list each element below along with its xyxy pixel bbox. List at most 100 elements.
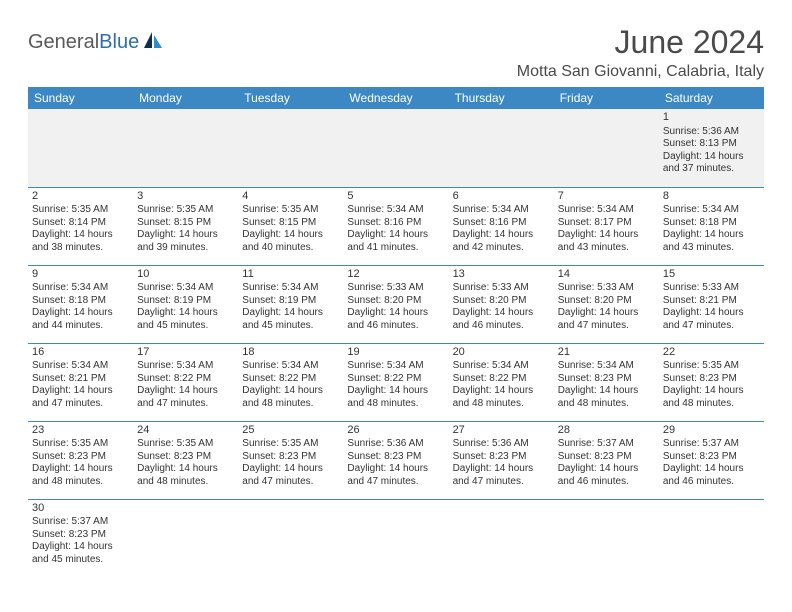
daylight-line: Daylight: 14 hours and 48 minutes. (137, 463, 234, 488)
calendar-day-cell: 12Sunrise: 5:33 AMSunset: 8:20 PMDayligh… (343, 265, 448, 343)
day-number: 15 (663, 268, 760, 282)
sunset-line: Sunset: 8:19 PM (242, 295, 339, 308)
calendar-day-cell: 30Sunrise: 5:37 AMSunset: 8:23 PMDayligh… (28, 499, 133, 577)
sunrise-line: Sunrise: 5:34 AM (347, 360, 444, 373)
sunset-line: Sunset: 8:16 PM (453, 217, 550, 230)
sunset-line: Sunset: 8:23 PM (558, 373, 655, 386)
sunrise-line: Sunrise: 5:35 AM (32, 204, 129, 217)
calendar-day-cell (28, 109, 133, 187)
sunrise-line: Sunrise: 5:34 AM (242, 282, 339, 295)
daylight-line: Daylight: 14 hours and 39 minutes. (137, 229, 234, 254)
sunset-line: Sunset: 8:23 PM (242, 451, 339, 464)
calendar-day-cell (554, 109, 659, 187)
sunset-line: Sunset: 8:17 PM (558, 217, 655, 230)
sunset-line: Sunset: 8:23 PM (32, 529, 129, 542)
sunset-line: Sunset: 8:23 PM (663, 451, 760, 464)
calendar-day-cell: 2Sunrise: 5:35 AMSunset: 8:14 PMDaylight… (28, 187, 133, 265)
calendar-day-cell: 8Sunrise: 5:34 AMSunset: 8:18 PMDaylight… (659, 187, 764, 265)
sunrise-line: Sunrise: 5:34 AM (242, 360, 339, 373)
dow-saturday: Saturday (659, 87, 764, 109)
daylight-line: Daylight: 14 hours and 48 minutes. (347, 385, 444, 410)
sunset-line: Sunset: 8:13 PM (663, 138, 760, 151)
day-number: 13 (453, 268, 550, 282)
calendar-day-cell: 25Sunrise: 5:35 AMSunset: 8:23 PMDayligh… (238, 421, 343, 499)
title-block: June 2024 Motta San Giovanni, Calabria, … (517, 24, 764, 81)
calendar-day-cell: 13Sunrise: 5:33 AMSunset: 8:20 PMDayligh… (449, 265, 554, 343)
sunset-line: Sunset: 8:23 PM (137, 451, 234, 464)
sunset-line: Sunset: 8:19 PM (137, 295, 234, 308)
daylight-line: Daylight: 14 hours and 46 minutes. (453, 307, 550, 332)
day-number: 1 (663, 111, 760, 125)
calendar-week-row: 16Sunrise: 5:34 AMSunset: 8:21 PMDayligh… (28, 343, 764, 421)
day-number: 23 (32, 424, 129, 438)
sunset-line: Sunset: 8:21 PM (32, 373, 129, 386)
day-number: 25 (242, 424, 339, 438)
sunrise-line: Sunrise: 5:34 AM (32, 282, 129, 295)
calendar-day-cell: 17Sunrise: 5:34 AMSunset: 8:22 PMDayligh… (133, 343, 238, 421)
calendar-day-cell (133, 109, 238, 187)
calendar-day-cell: 3Sunrise: 5:35 AMSunset: 8:15 PMDaylight… (133, 187, 238, 265)
sunrise-line: Sunrise: 5:34 AM (453, 360, 550, 373)
day-number: 26 (347, 424, 444, 438)
sunset-line: Sunset: 8:22 PM (453, 373, 550, 386)
sunset-line: Sunset: 8:16 PM (347, 217, 444, 230)
daylight-line: Daylight: 14 hours and 37 minutes. (663, 151, 760, 176)
sunset-line: Sunset: 8:20 PM (453, 295, 550, 308)
logo-sail-icon (142, 30, 164, 55)
daylight-line: Daylight: 14 hours and 43 minutes. (558, 229, 655, 254)
daylight-line: Daylight: 14 hours and 45 minutes. (32, 541, 129, 566)
day-number: 8 (663, 190, 760, 204)
daylight-line: Daylight: 14 hours and 47 minutes. (32, 385, 129, 410)
sunrise-line: Sunrise: 5:34 AM (137, 360, 234, 373)
calendar-day-cell (343, 499, 448, 577)
calendar-day-cell: 1Sunrise: 5:36 AMSunset: 8:13 PMDaylight… (659, 109, 764, 187)
day-number: 2 (32, 190, 129, 204)
sunrise-line: Sunrise: 5:33 AM (663, 282, 760, 295)
sunrise-line: Sunrise: 5:34 AM (558, 204, 655, 217)
calendar-day-cell: 18Sunrise: 5:34 AMSunset: 8:22 PMDayligh… (238, 343, 343, 421)
day-number: 18 (242, 346, 339, 360)
dow-monday: Monday (133, 87, 238, 109)
logo-text-general: General (28, 31, 99, 53)
calendar-day-cell: 29Sunrise: 5:37 AMSunset: 8:23 PMDayligh… (659, 421, 764, 499)
calendar-day-cell: 28Sunrise: 5:37 AMSunset: 8:23 PMDayligh… (554, 421, 659, 499)
day-number: 28 (558, 424, 655, 438)
day-number: 17 (137, 346, 234, 360)
daylight-line: Daylight: 14 hours and 42 minutes. (453, 229, 550, 254)
day-number: 11 (242, 268, 339, 282)
calendar-week-row: 30Sunrise: 5:37 AMSunset: 8:23 PMDayligh… (28, 499, 764, 577)
sunrise-line: Sunrise: 5:33 AM (347, 282, 444, 295)
calendar-day-cell (554, 499, 659, 577)
daylight-line: Daylight: 14 hours and 45 minutes. (242, 307, 339, 332)
sunrise-line: Sunrise: 5:34 AM (137, 282, 234, 295)
calendar-table: Sunday Monday Tuesday Wednesday Thursday… (28, 87, 764, 577)
sunrise-line: Sunrise: 5:34 AM (663, 204, 760, 217)
day-number: 6 (453, 190, 550, 204)
daylight-line: Daylight: 14 hours and 48 minutes. (558, 385, 655, 410)
sunset-line: Sunset: 8:23 PM (347, 451, 444, 464)
day-number: 4 (242, 190, 339, 204)
calendar-day-cell (238, 109, 343, 187)
daylight-line: Daylight: 14 hours and 45 minutes. (137, 307, 234, 332)
daylight-line: Daylight: 14 hours and 46 minutes. (663, 463, 760, 488)
daylight-line: Daylight: 14 hours and 47 minutes. (137, 385, 234, 410)
sunset-line: Sunset: 8:23 PM (453, 451, 550, 464)
calendar-day-cell: 7Sunrise: 5:34 AMSunset: 8:17 PMDaylight… (554, 187, 659, 265)
sunset-line: Sunset: 8:15 PM (137, 217, 234, 230)
sunrise-line: Sunrise: 5:33 AM (453, 282, 550, 295)
calendar-day-cell: 11Sunrise: 5:34 AMSunset: 8:19 PMDayligh… (238, 265, 343, 343)
sunset-line: Sunset: 8:14 PM (32, 217, 129, 230)
sunset-line: Sunset: 8:18 PM (663, 217, 760, 230)
day-number: 19 (347, 346, 444, 360)
sunrise-line: Sunrise: 5:36 AM (347, 438, 444, 451)
sunrise-line: Sunrise: 5:35 AM (663, 360, 760, 373)
sunset-line: Sunset: 8:21 PM (663, 295, 760, 308)
sunset-line: Sunset: 8:23 PM (663, 373, 760, 386)
daylight-line: Daylight: 14 hours and 48 minutes. (453, 385, 550, 410)
day-number: 12 (347, 268, 444, 282)
day-number: 27 (453, 424, 550, 438)
sunset-line: Sunset: 8:23 PM (558, 451, 655, 464)
sunrise-line: Sunrise: 5:34 AM (32, 360, 129, 373)
calendar-day-cell: 4Sunrise: 5:35 AMSunset: 8:15 PMDaylight… (238, 187, 343, 265)
calendar-day-cell (133, 499, 238, 577)
